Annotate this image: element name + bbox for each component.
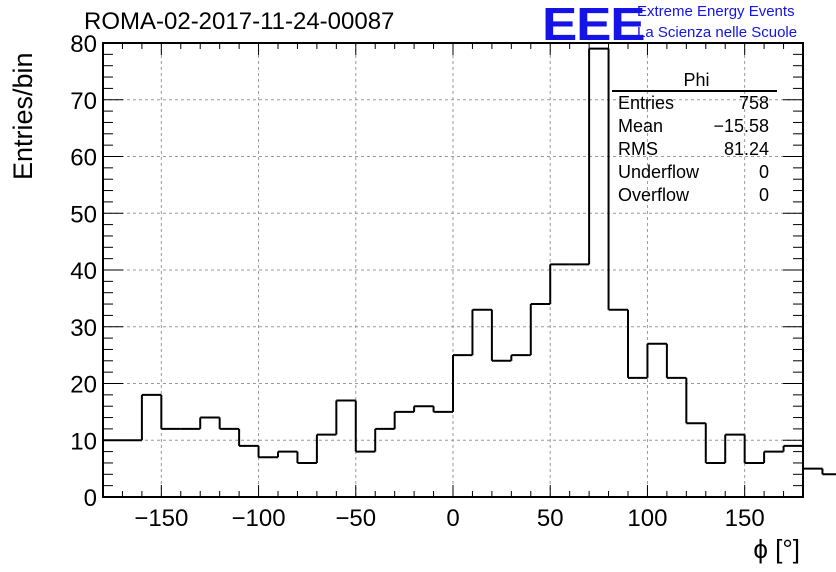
stats-row: Underflow 0 [612, 161, 777, 184]
brand-line-1: Extreme Energy Events [637, 3, 795, 20]
stats-value: 81.24 [723, 139, 769, 159]
stats-row: Mean −15.58 [612, 115, 777, 138]
stats-label: Mean [618, 116, 664, 136]
stats-label: Overflow [618, 185, 690, 205]
y-tick-label: 40 [70, 258, 97, 285]
y-tick-label: 80 [70, 31, 97, 58]
x-tick-label: −100 [232, 505, 286, 532]
stats-value: 0 [758, 162, 769, 182]
eee-logo: EEE [542, 0, 646, 50]
stats-label: Entries [618, 93, 675, 113]
brand-line-2: La Scienza nelle Scuole [637, 24, 798, 41]
x-tick-label: 100 [627, 505, 667, 532]
x-tick-label: 50 [537, 505, 564, 532]
stats-label: Underflow [618, 162, 700, 182]
x-tick-label: −150 [134, 505, 188, 532]
stats-box: Phi Entries 758 Mean −15.58 RMS 81.24 Underflo… [612, 70, 777, 207]
y-tick-label: 0 [84, 485, 97, 512]
stats-row: Entries 758 [612, 92, 777, 115]
y-tick-label: 60 [70, 145, 97, 172]
x-axis-label: ϕ [°] [753, 534, 800, 564]
plot-title: ROMA-02-2017-11-24-00087 [84, 8, 395, 35]
y-tick-label: 10 [70, 428, 97, 455]
stats-value: 0 [758, 185, 769, 205]
y-axis-label: Entries/bin [8, 52, 38, 180]
y-tick-label: 70 [70, 88, 97, 115]
stats-title: Phi [612, 70, 777, 92]
x-tick-label: −50 [335, 505, 376, 532]
stats-row: RMS 81.24 [612, 138, 777, 161]
tick-labels: −150 −100 −50 0 50 100 150 0 10 20 30 40 50 60 70 80 [70, 31, 764, 532]
y-tick-label: 20 [70, 372, 97, 399]
stats-label: RMS [618, 139, 658, 159]
y-tick-label: 30 [70, 315, 97, 342]
x-tick-label: 150 [725, 505, 765, 532]
stats-rows: Entries 758 Mean −15.58 RMS 81.24 Underflow 0 Ov… [612, 92, 777, 207]
axis-ticks [102, 42, 804, 498]
x-tick-label: 0 [446, 505, 459, 532]
stats-row: Overflow 0 [612, 184, 777, 207]
y-tick-label: 50 [70, 201, 97, 228]
stats-value: −15.58 [713, 116, 769, 136]
stats-value: 758 [738, 93, 769, 113]
